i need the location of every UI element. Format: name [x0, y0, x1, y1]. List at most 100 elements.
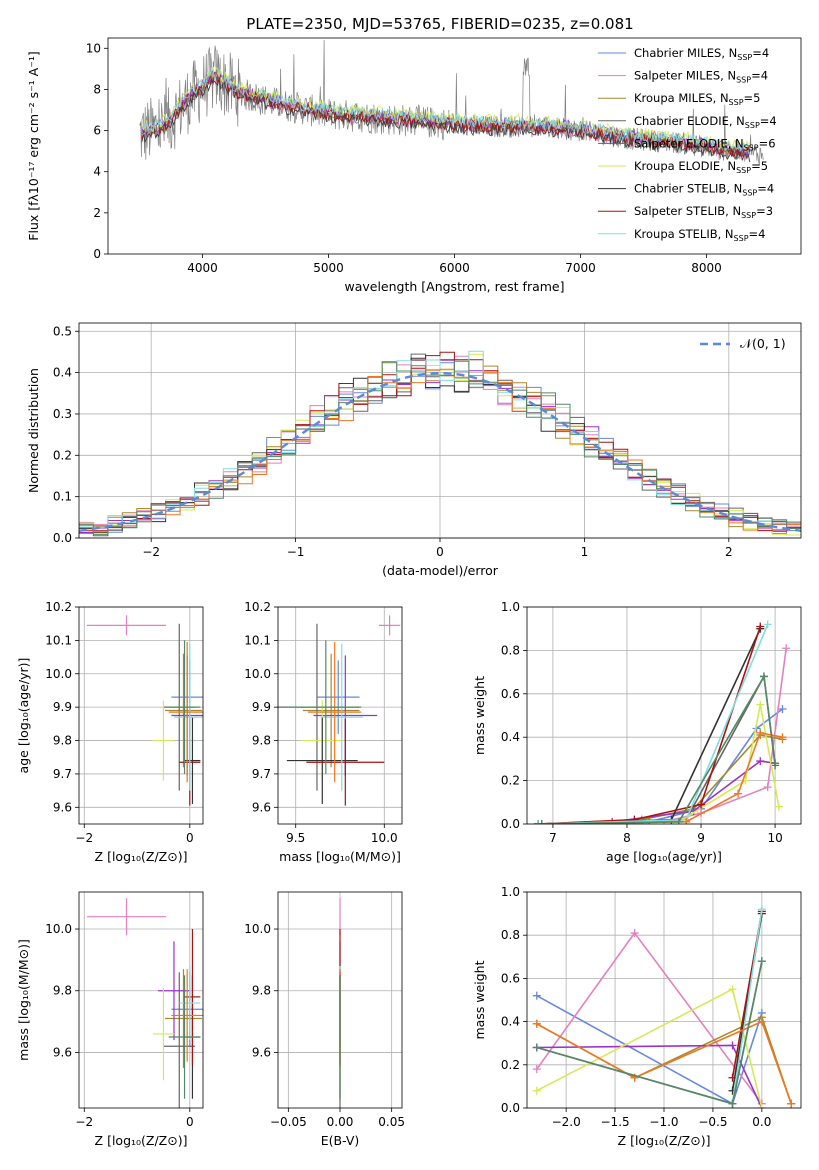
spectrum-plot	[139, 39, 764, 166]
weight-marker	[763, 783, 772, 792]
x-axis-label: Z [log₁₀(Z/Z⊙)]	[95, 1133, 188, 1148]
y-tick-label: 0.3	[53, 407, 72, 421]
data-point	[86, 615, 167, 636]
weight-marker	[778, 704, 787, 713]
x-tick-label: −2.0	[552, 1115, 581, 1129]
y-tick-label: 10.0	[244, 922, 271, 936]
weight-marker	[757, 1017, 766, 1026]
weight-marker	[532, 1065, 541, 1074]
weight-marker	[728, 1041, 737, 1050]
legend-label: Kroupa STELIB, NSSP=4	[634, 227, 765, 243]
weight-marker	[763, 620, 772, 629]
y-tick-label: 0.2	[53, 448, 72, 462]
age_vs_mass-frame	[277, 606, 403, 825]
y-tick-label: 10.2	[244, 600, 271, 614]
y-tick-label: 9.7	[53, 767, 72, 781]
data-point	[171, 969, 203, 1062]
x-tick-label: −1	[287, 545, 305, 559]
age_vs_mass-axes: 9.5 10.0 9.6 9.7 9.8 9.9 10.0 10.1 10.2 mass [log…	[244, 600, 403, 864]
data-point	[86, 898, 167, 936]
y-tick-label: 9.6	[252, 800, 271, 814]
x-tick-label: 8000	[691, 261, 722, 275]
weight-marker	[532, 1086, 541, 1095]
y-tick-label: 0.0	[53, 531, 72, 545]
data-point	[168, 640, 201, 774]
x-tick-label: 8	[623, 831, 631, 845]
legend-label: Salpeter ELODIE, NSSP=6	[634, 136, 776, 152]
data-point	[165, 653, 202, 768]
data-point	[286, 717, 358, 804]
data-point	[290, 640, 362, 774]
model-fit-line	[141, 69, 751, 155]
y-tick-label: 9.8	[252, 734, 271, 748]
x-tick-label: 4000	[187, 261, 218, 275]
x-tick-label: 7000	[565, 261, 596, 275]
weight-marker	[774, 802, 783, 811]
y-tick-label: 6	[93, 124, 101, 138]
x-tick-label: 10.0	[371, 831, 398, 845]
y-tick-label: 9.6	[53, 1045, 72, 1059]
weight-series-line	[731, 909, 763, 1104]
weight-marker	[757, 905, 766, 914]
y-tick-label: 0.4	[501, 1015, 520, 1029]
data-point	[165, 969, 202, 1068]
residuals-frame	[78, 322, 802, 539]
mass_vs_Z-axes: −2 0 9.6 9.8 10.0 Z [log₁₀(Z/Z⊙)] mass [log₁₀(…	[16, 891, 204, 1148]
y-axis-label: age [log₁₀(age/yr)]	[16, 658, 31, 774]
mass_vs_Z-frame	[78, 891, 204, 1109]
residuals-plot	[79, 350, 801, 538]
model-fit-line	[141, 66, 751, 153]
mass_weight_vs_Z-axes: −2.0 −1.5 −1.0 −0.5 0.0 0.0 0.2 0.4 0.6 0.8 1.0 Z […	[472, 885, 802, 1148]
weight-series-line	[538, 626, 762, 824]
y-tick-label: 0.0	[501, 1101, 520, 1115]
mass_vs_EBV-frame	[277, 891, 403, 1109]
y-tick-label: 10.1	[45, 633, 72, 647]
y-tick-label: 1.0	[501, 885, 520, 899]
data-point	[179, 966, 201, 1041]
weight-marker	[756, 757, 765, 766]
weight-marker	[756, 728, 765, 737]
x-axis-label: E(B-V)	[321, 1133, 360, 1148]
mass_vs_EBV-axes: −0.05 0.00 0.05 9.6 9.8 10.0 E(B-V)	[244, 891, 405, 1148]
mass_weight_vs_age-plot	[534, 620, 791, 824]
age_vs_Z-frame	[78, 606, 204, 825]
x-axis-label: Z [log₁₀(Z/Z⊙)]	[618, 1133, 711, 1148]
weight-series-line	[536, 931, 763, 1105]
mass_weight_vs_Z-frame	[526, 891, 802, 1109]
weight-marker	[728, 985, 737, 994]
weight-marker	[697, 800, 706, 809]
y-tick-label: 0.0	[501, 817, 520, 831]
x-tick-label: 0	[186, 1115, 194, 1129]
x-axis-label: wavelength [Angstrom, rest frame]	[344, 279, 564, 294]
weight-marker	[682, 817, 691, 824]
weight-marker	[532, 1019, 541, 1028]
y-tick-label: 0.1	[53, 490, 72, 504]
x-tick-label: −2	[75, 1115, 93, 1129]
y-tick-label: 10.0	[45, 667, 72, 681]
residual-histogram	[79, 350, 801, 538]
y-tick-label: 9.6	[252, 1045, 271, 1059]
weight-marker	[532, 1043, 541, 1052]
x-tick-label: −1.5	[601, 1115, 630, 1129]
x-tick-label: 10	[767, 831, 782, 845]
legend-label: Salpeter STELIB, NSSP=3	[634, 204, 773, 220]
age_vs_Z-axes: −2 0 9.6 9.7 9.8 9.9 10.0 10.1 10.2 Z [log₁₀(Z/Z⊙…	[16, 600, 204, 864]
weight-marker	[787, 1099, 796, 1108]
y-tick-label: 0.5	[53, 324, 72, 338]
weight-series-line	[536, 1044, 763, 1108]
data-point	[168, 642, 203, 783]
weight-series-line	[541, 673, 776, 824]
mass_vs_Z-plot	[86, 898, 203, 1108]
residuals-axes: −2 −1 0 1 2 0.0 0.1 0.2 0.3 0.4 0.5 (data-model)/er…	[26, 322, 802, 578]
weight-marker	[674, 817, 683, 824]
data-point	[316, 660, 360, 734]
y-tick-label: 9.9	[252, 700, 271, 714]
x-axis-label: Z [log₁₀(Z/Z⊙)]	[95, 849, 188, 864]
y-axis-label: mass [log₁₀(M/M⊙)]	[16, 939, 31, 1061]
x-tick-label: 0.00	[327, 1115, 354, 1129]
legend-label: Kroupa MILES, NSSP=5	[634, 91, 760, 107]
y-axis-label: Flux [fλ10⁻¹⁷ erg cm⁻² s⁻¹ A⁻¹]	[26, 51, 41, 240]
x-tick-label: 5000	[313, 261, 344, 275]
weight-series-line	[536, 1020, 792, 1104]
weight-marker	[757, 957, 766, 966]
